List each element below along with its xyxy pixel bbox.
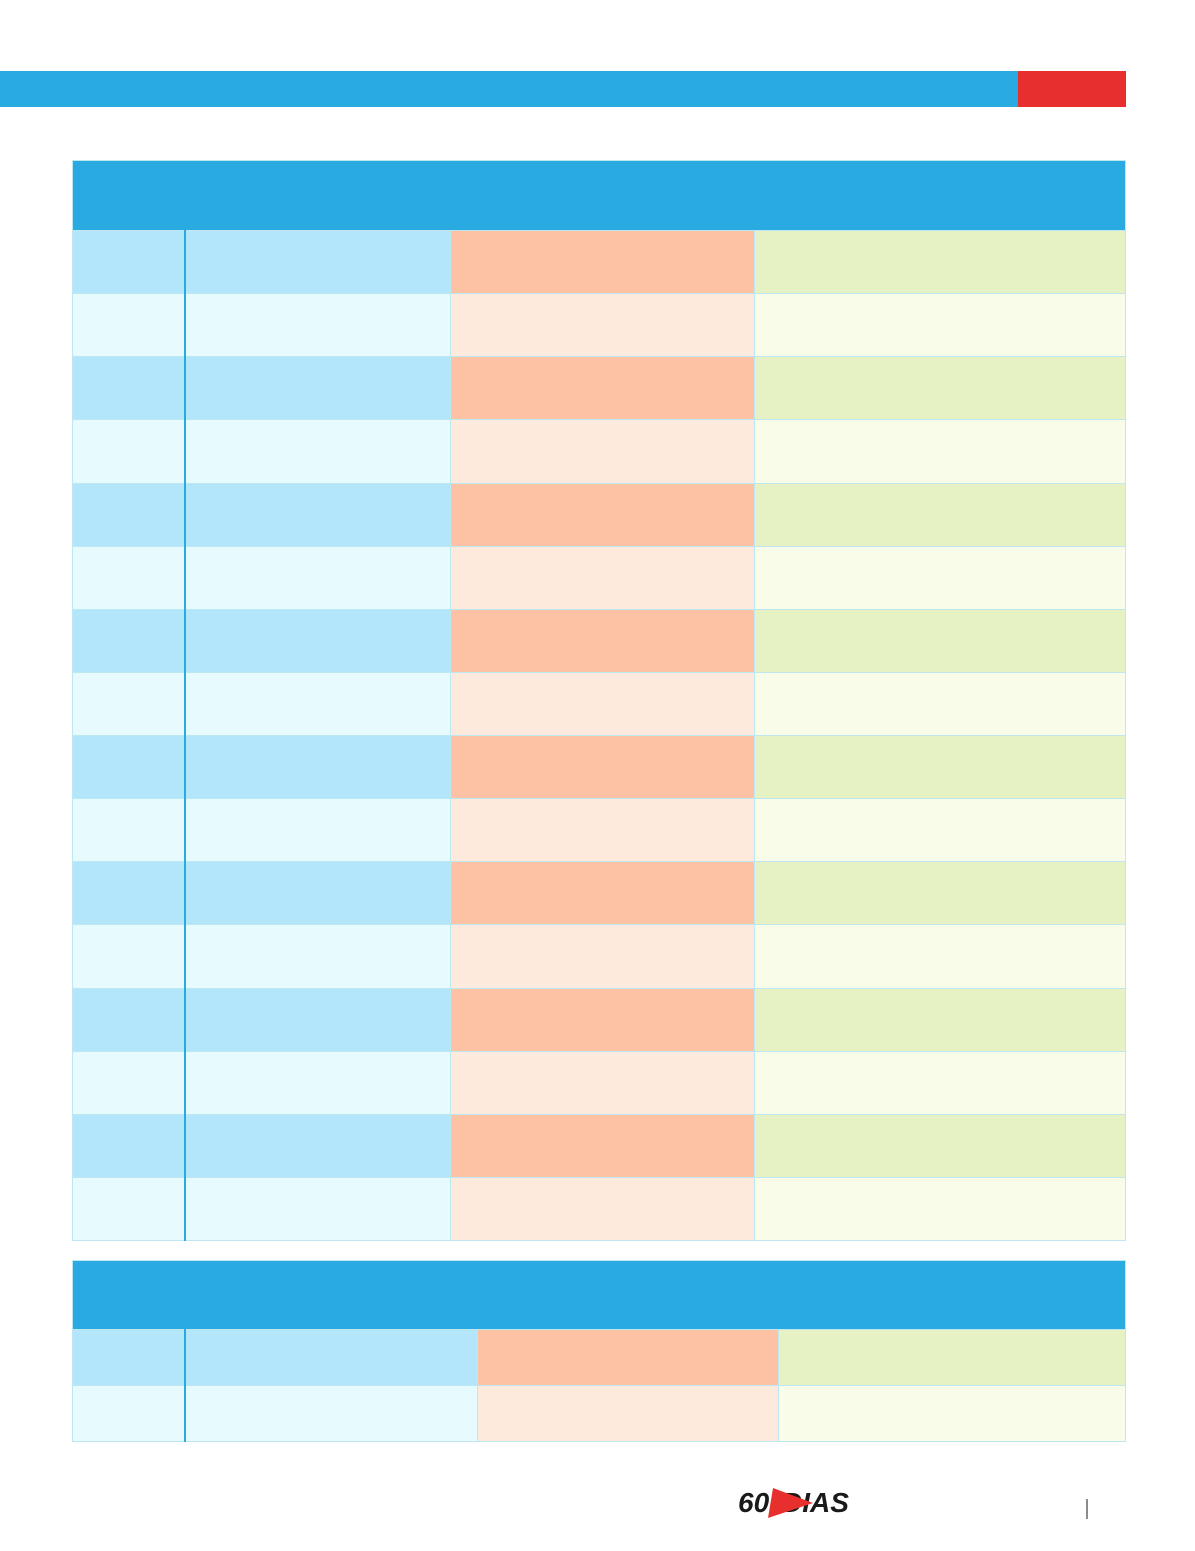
svg-text:60: 60	[738, 1487, 770, 1518]
